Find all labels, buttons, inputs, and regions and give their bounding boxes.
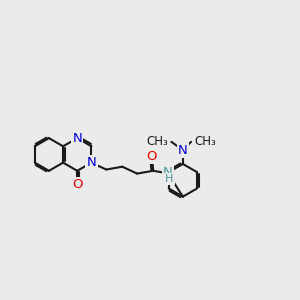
Text: H: H (165, 174, 174, 184)
Text: N: N (178, 143, 188, 157)
Text: O: O (72, 178, 83, 191)
Text: O: O (147, 150, 157, 163)
Text: CH₃: CH₃ (147, 135, 169, 148)
Text: CH₃: CH₃ (194, 135, 216, 148)
Text: N: N (86, 156, 96, 169)
Text: N: N (72, 132, 82, 145)
Text: N: N (163, 166, 173, 179)
